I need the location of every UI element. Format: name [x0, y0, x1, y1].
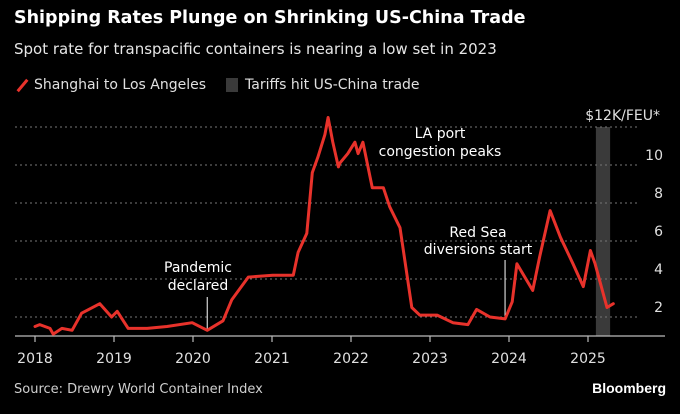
x-tick-label: 2018 [17, 351, 53, 367]
x-tick-label: 2024 [491, 351, 527, 367]
x-tick-label: 2019 [96, 351, 132, 367]
y-tick-label: 2 [654, 300, 663, 316]
chart-title: Shipping Rates Plunge on Shrinking US-Ch… [14, 8, 526, 28]
annotation-text: declared [168, 278, 229, 294]
y-tick-label: 8 [654, 186, 663, 202]
tariff-band [595, 127, 611, 336]
bloomberg-logo: Bloomberg [592, 380, 666, 396]
x-tick-label: 2020 [175, 351, 211, 367]
x-tick-label: 2023 [412, 351, 448, 367]
x-tick-label: 2022 [333, 351, 369, 367]
legend-series-label: Shanghai to Los Angeles [34, 77, 207, 93]
y-tick-label: 6 [654, 224, 663, 240]
y-tick-label: 10 [645, 148, 663, 164]
y-tick-label: 4 [654, 262, 663, 278]
series-line-shanghai-la [33, 116, 615, 336]
annotation-text: congestion peaks [379, 144, 502, 160]
legend-band-label: Tariffs hit US-China trade [245, 77, 420, 93]
annotation-text: Red Sea [449, 225, 506, 241]
annotation-text: diversions start [424, 242, 533, 258]
annotation-text: Pandemic [164, 260, 232, 276]
chart-subtitle: Spot rate for transpacific containers is… [14, 40, 497, 58]
y-unit-label: $12K/FEU* [585, 108, 660, 124]
legend-band-swatch [226, 78, 239, 92]
x-tick-label: 2021 [254, 351, 290, 367]
x-tick-label: 2025 [570, 351, 606, 367]
source-note: Source: Drewry World Container Index [14, 382, 263, 397]
annotation-text: LA port [415, 126, 466, 142]
legend: Shanghai to Los Angeles Tariffs hit US-C… [14, 77, 420, 93]
